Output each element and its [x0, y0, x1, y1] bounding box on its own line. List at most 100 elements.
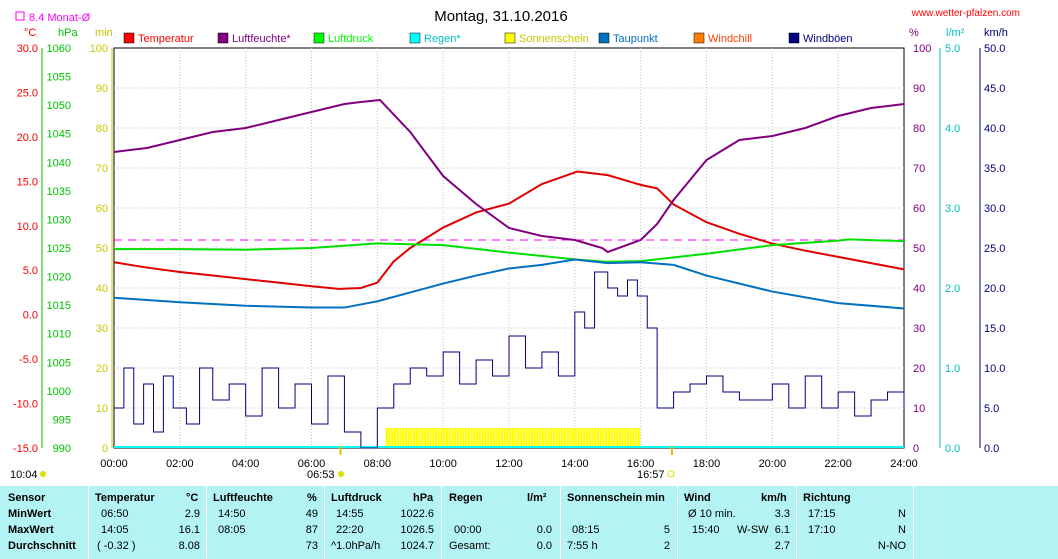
header-temp: Temperatur	[95, 492, 155, 504]
rain-tick-label: 0.0	[945, 443, 960, 455]
legend-swatch	[313, 32, 325, 44]
sun-icon	[338, 471, 344, 477]
sunshine-bar	[613, 428, 616, 448]
sunshine-bar	[536, 428, 539, 448]
avg-humidity-value: 73	[305, 540, 318, 552]
sunshine-bar	[509, 428, 512, 448]
sunshine-bar	[555, 428, 558, 448]
sunshine-bar	[530, 428, 534, 448]
min-humidity-time: 14:50	[218, 508, 246, 520]
sunshine-bar	[412, 428, 416, 448]
weather-chart: 00:00 02:00 04:00 06:00 08:00 10:00 12:00 14:00…	[10, 8, 1020, 481]
min-temp-value: 2.9	[184, 508, 200, 520]
max-humidity-value: 87	[305, 524, 318, 536]
legend-swatch	[598, 32, 610, 44]
legend-label: Windböen	[803, 33, 853, 45]
temp-tick-label: -15.0	[13, 443, 38, 455]
sunshine-bar	[445, 428, 449, 448]
x-tick-label: 24:00	[890, 458, 918, 470]
series-luftfeuchte	[113, 98, 905, 254]
rain-tick-label: 4.0	[945, 123, 960, 135]
x-tick-label: 04:00	[232, 458, 260, 470]
sunshine_min-tick-label: 90	[96, 83, 108, 95]
sunshine-bar	[517, 428, 520, 448]
pressure-tick-label: 1015	[47, 300, 71, 312]
pressure-tick-label: 1020	[47, 272, 71, 284]
sunshine-bar	[388, 428, 391, 448]
legend-label: Temperatur	[138, 33, 194, 45]
legend-swatch	[504, 32, 516, 44]
rain-tick-label: 3.0	[945, 203, 960, 215]
sunshine-bar	[569, 428, 572, 448]
legend-label: Sonnenschein	[519, 33, 589, 45]
sunshine-bar	[618, 428, 621, 448]
sunshine-bar	[528, 428, 531, 448]
avg-sunshine-total: 7:55 h	[567, 540, 598, 552]
sunshine-bar	[607, 428, 610, 448]
humidity-tick-label: 100	[913, 43, 931, 55]
sunshine-bar	[572, 428, 575, 448]
temp-tick-label: 10.0	[17, 221, 38, 233]
rain-tick-label: 2.0	[945, 283, 960, 295]
chart-labels: 00:00 02:00 04:00 06:00 08:00 10:00 12:00 14:00…	[13, 27, 1008, 470]
sunshine-bar	[506, 428, 509, 448]
source-link[interactable]: www.wetter-pfalzen.com	[911, 8, 1020, 19]
sunshine-bar	[561, 428, 564, 448]
row-avg-label: Durchschnitt	[8, 540, 76, 552]
temp-tick-label: 30.0	[17, 43, 38, 55]
sunshine-bar	[594, 428, 597, 448]
humidity-tick-label: 70	[913, 163, 925, 175]
sunshine_min-tick-label: 100	[90, 43, 108, 55]
x-tick-label: 14:00	[561, 458, 589, 470]
sunshine-bar	[396, 428, 399, 448]
wind-tick-label: 25.0	[984, 243, 1005, 255]
sunshine-bar	[402, 428, 405, 448]
sunshine-bar	[602, 428, 605, 448]
humidity-tick-label: 50	[913, 243, 925, 255]
avg-wind-value: 2.7	[774, 540, 790, 552]
sunshine-bar	[544, 428, 547, 448]
sunshine-bar	[574, 428, 578, 448]
pressure-unit-label: hPa	[58, 27, 78, 39]
sunshine-bar	[448, 428, 451, 448]
sunshine-bar	[629, 428, 632, 448]
stats-table: Sensor Temperatur °C Luftfeuchte % Luftd…	[0, 486, 1058, 559]
sunshine_min-unit-label: min	[95, 27, 113, 39]
sunshine-bar	[423, 428, 427, 448]
max-wind-value: 6.1	[774, 524, 790, 536]
sunshine-bar	[566, 428, 569, 448]
humidity-tick-label: 0	[913, 443, 919, 455]
pressure-tick-label: 1050	[47, 100, 71, 112]
day-length-label: 10:04	[10, 469, 38, 481]
avg-pressure-trend: ^1.0hPa/h	[331, 540, 381, 552]
sunshine-bar	[519, 428, 523, 448]
sunshine-bar	[410, 428, 413, 448]
chart-title: Montag, 31.10.2016	[434, 8, 567, 25]
rain-tick-label: 5.0	[945, 43, 960, 55]
sunshine-bar	[498, 428, 501, 448]
pressure-tick-label: 990	[53, 443, 71, 455]
avg-direction-value: N-NO	[877, 540, 906, 552]
sunshine-bar	[440, 428, 443, 448]
sunshine-bar	[591, 428, 594, 448]
sunshine_min-tick-label: 40	[96, 283, 108, 295]
temp-tick-label: 0.0	[23, 310, 38, 322]
pressure-tick-label: 1055	[47, 72, 71, 84]
pressure-tick-label: 1045	[47, 129, 71, 141]
legend-swatch	[409, 32, 421, 44]
humidity-tick-label: 60	[913, 203, 925, 215]
wind-tick-label: 0.0	[984, 443, 999, 455]
header-wind-unit: km/h	[761, 492, 787, 504]
max-pressure-time: 22:20	[336, 524, 364, 536]
header-humidity-unit: %	[307, 492, 317, 504]
grid	[41, 47, 981, 449]
wind-unit-label: km/h	[984, 27, 1008, 39]
sunshine-bar	[456, 428, 460, 448]
sunrise-label: 06:53	[307, 469, 335, 481]
min-pressure-time: 14:55	[336, 508, 364, 520]
pressure-tick-label: 1060	[47, 43, 71, 55]
temp-tick-label: 5.0	[23, 265, 38, 277]
sunshine-bar	[470, 428, 473, 448]
sunshine-bar	[550, 428, 553, 448]
sunshine_min-tick-label: 80	[96, 123, 108, 135]
